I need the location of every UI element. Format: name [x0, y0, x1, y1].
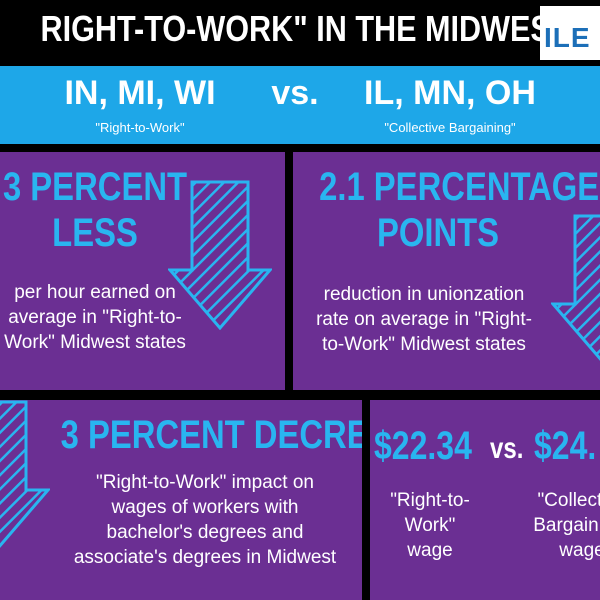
panel-3: 3 PERCENT DECREASE "Right-to-Work" impac… [0, 400, 362, 600]
heading: 3 PERCENT LESS [0, 164, 206, 256]
panel-2: 2.1 PERCENTAGE POINTS reduction in unionz… [293, 152, 600, 390]
body: reduction in unionzation rate on average … [293, 282, 555, 357]
panel-4: $22.34 vs. $24. "Right-to- Work" wage "Col… [370, 400, 600, 600]
body-line: per hour earned on [14, 282, 176, 303]
body-line: Work" Midwest states [4, 332, 186, 353]
left-label: "Right-to-Work" [95, 120, 185, 135]
down-arrow [551, 214, 600, 361]
panel-1: 3 PERCENT LESS per hour earned on average … [0, 152, 285, 390]
body-line: associate's degrees in Midwest [73, 547, 337, 568]
label-line: Work" [404, 515, 456, 536]
body-line: reduction in unionzation [323, 284, 525, 305]
body-line: average in "Right-to- [8, 307, 182, 328]
left-wage: $22.34 [374, 424, 472, 468]
body: "Right-to-Work" impact on wages of worker… [50, 470, 360, 570]
left-label: "Right-to- Work" wage [370, 488, 490, 563]
vs: vs. [271, 74, 319, 112]
title: RIGHT-TO-WORK" IN THE MIDWEST [40, 8, 570, 49]
body-line: bachelor's degrees and [106, 522, 304, 543]
body-line: to-Work" Midwest states [322, 334, 526, 355]
heading-line: 3 PERCENT [2, 165, 188, 209]
heading-line: POINTS [376, 211, 500, 255]
label-line: "Right-to- [390, 490, 470, 511]
label-line: wage [559, 540, 600, 561]
body-line: "Right-to-Work" impact on [96, 472, 314, 493]
right-wage: $24. [534, 424, 597, 468]
body-line: wages of workers with [111, 497, 299, 518]
down-arrow [0, 400, 50, 548]
right-label: "Collective Bargaining" [384, 120, 516, 135]
right-states: IL, MN, OH [364, 74, 536, 112]
label-line: wage [407, 540, 453, 561]
vs: vs. [490, 432, 524, 465]
heading: 2.1 PERCENTAGE POINTS [319, 164, 600, 256]
body-line: rate on average in "Right- [316, 309, 532, 330]
logo-text: ILE [544, 22, 591, 53]
right-label: "Collective Bargaining" wage [522, 488, 600, 563]
heading-line: 2.1 PERCENTAGE [319, 165, 600, 209]
down-arrow [168, 180, 272, 330]
body: per hour earned on average in "Right-to- W… [0, 280, 240, 355]
label-line: Bargaining" [533, 515, 600, 536]
logo: ILE [540, 6, 600, 60]
heading-line: LESS [52, 211, 138, 255]
heading: 3 PERCENT DECREASE [60, 412, 362, 458]
heading-line: 3 PERCENT DECREASE [60, 413, 362, 457]
comparison-band: IN, MI, WI vs. IL, MN, OH "Right-to-Work… [0, 66, 600, 144]
left-states: IN, MI, WI [64, 74, 216, 112]
label-line: "Collective [537, 490, 600, 511]
